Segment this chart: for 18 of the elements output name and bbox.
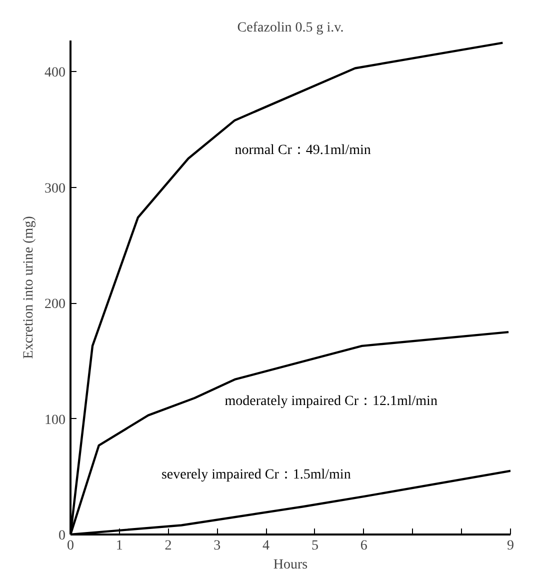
y-tick-label: 300: [44, 181, 66, 196]
x-tick-label: 2: [164, 538, 172, 554]
x-tick-label: 3: [214, 538, 221, 554]
x-axis-title: Hours: [273, 558, 308, 572]
x-tick-label: 4: [262, 538, 270, 554]
series-label: severely impaired Cr：1.5ml/min: [161, 468, 351, 483]
y-tick-label: 100: [44, 412, 66, 428]
y-axis-title: Excretion into urine (mg): [22, 216, 36, 359]
x-tick-label: 9: [507, 538, 514, 554]
series-label: moderately impaired Cr：12.1ml/min: [224, 394, 438, 409]
y-tick-label: 400: [44, 66, 66, 81]
chart-title: Cefazolin 0.5 g i.v.: [237, 20, 344, 36]
x-tick-label: 1: [116, 538, 123, 554]
y-tick-label: 0: [58, 528, 66, 544]
series-label: normal Cr：49.1ml/min: [234, 142, 371, 158]
y-tick-label: 200: [44, 297, 66, 312]
x-tick-label: 6: [360, 538, 368, 554]
x-tick-label: 5: [311, 538, 318, 554]
